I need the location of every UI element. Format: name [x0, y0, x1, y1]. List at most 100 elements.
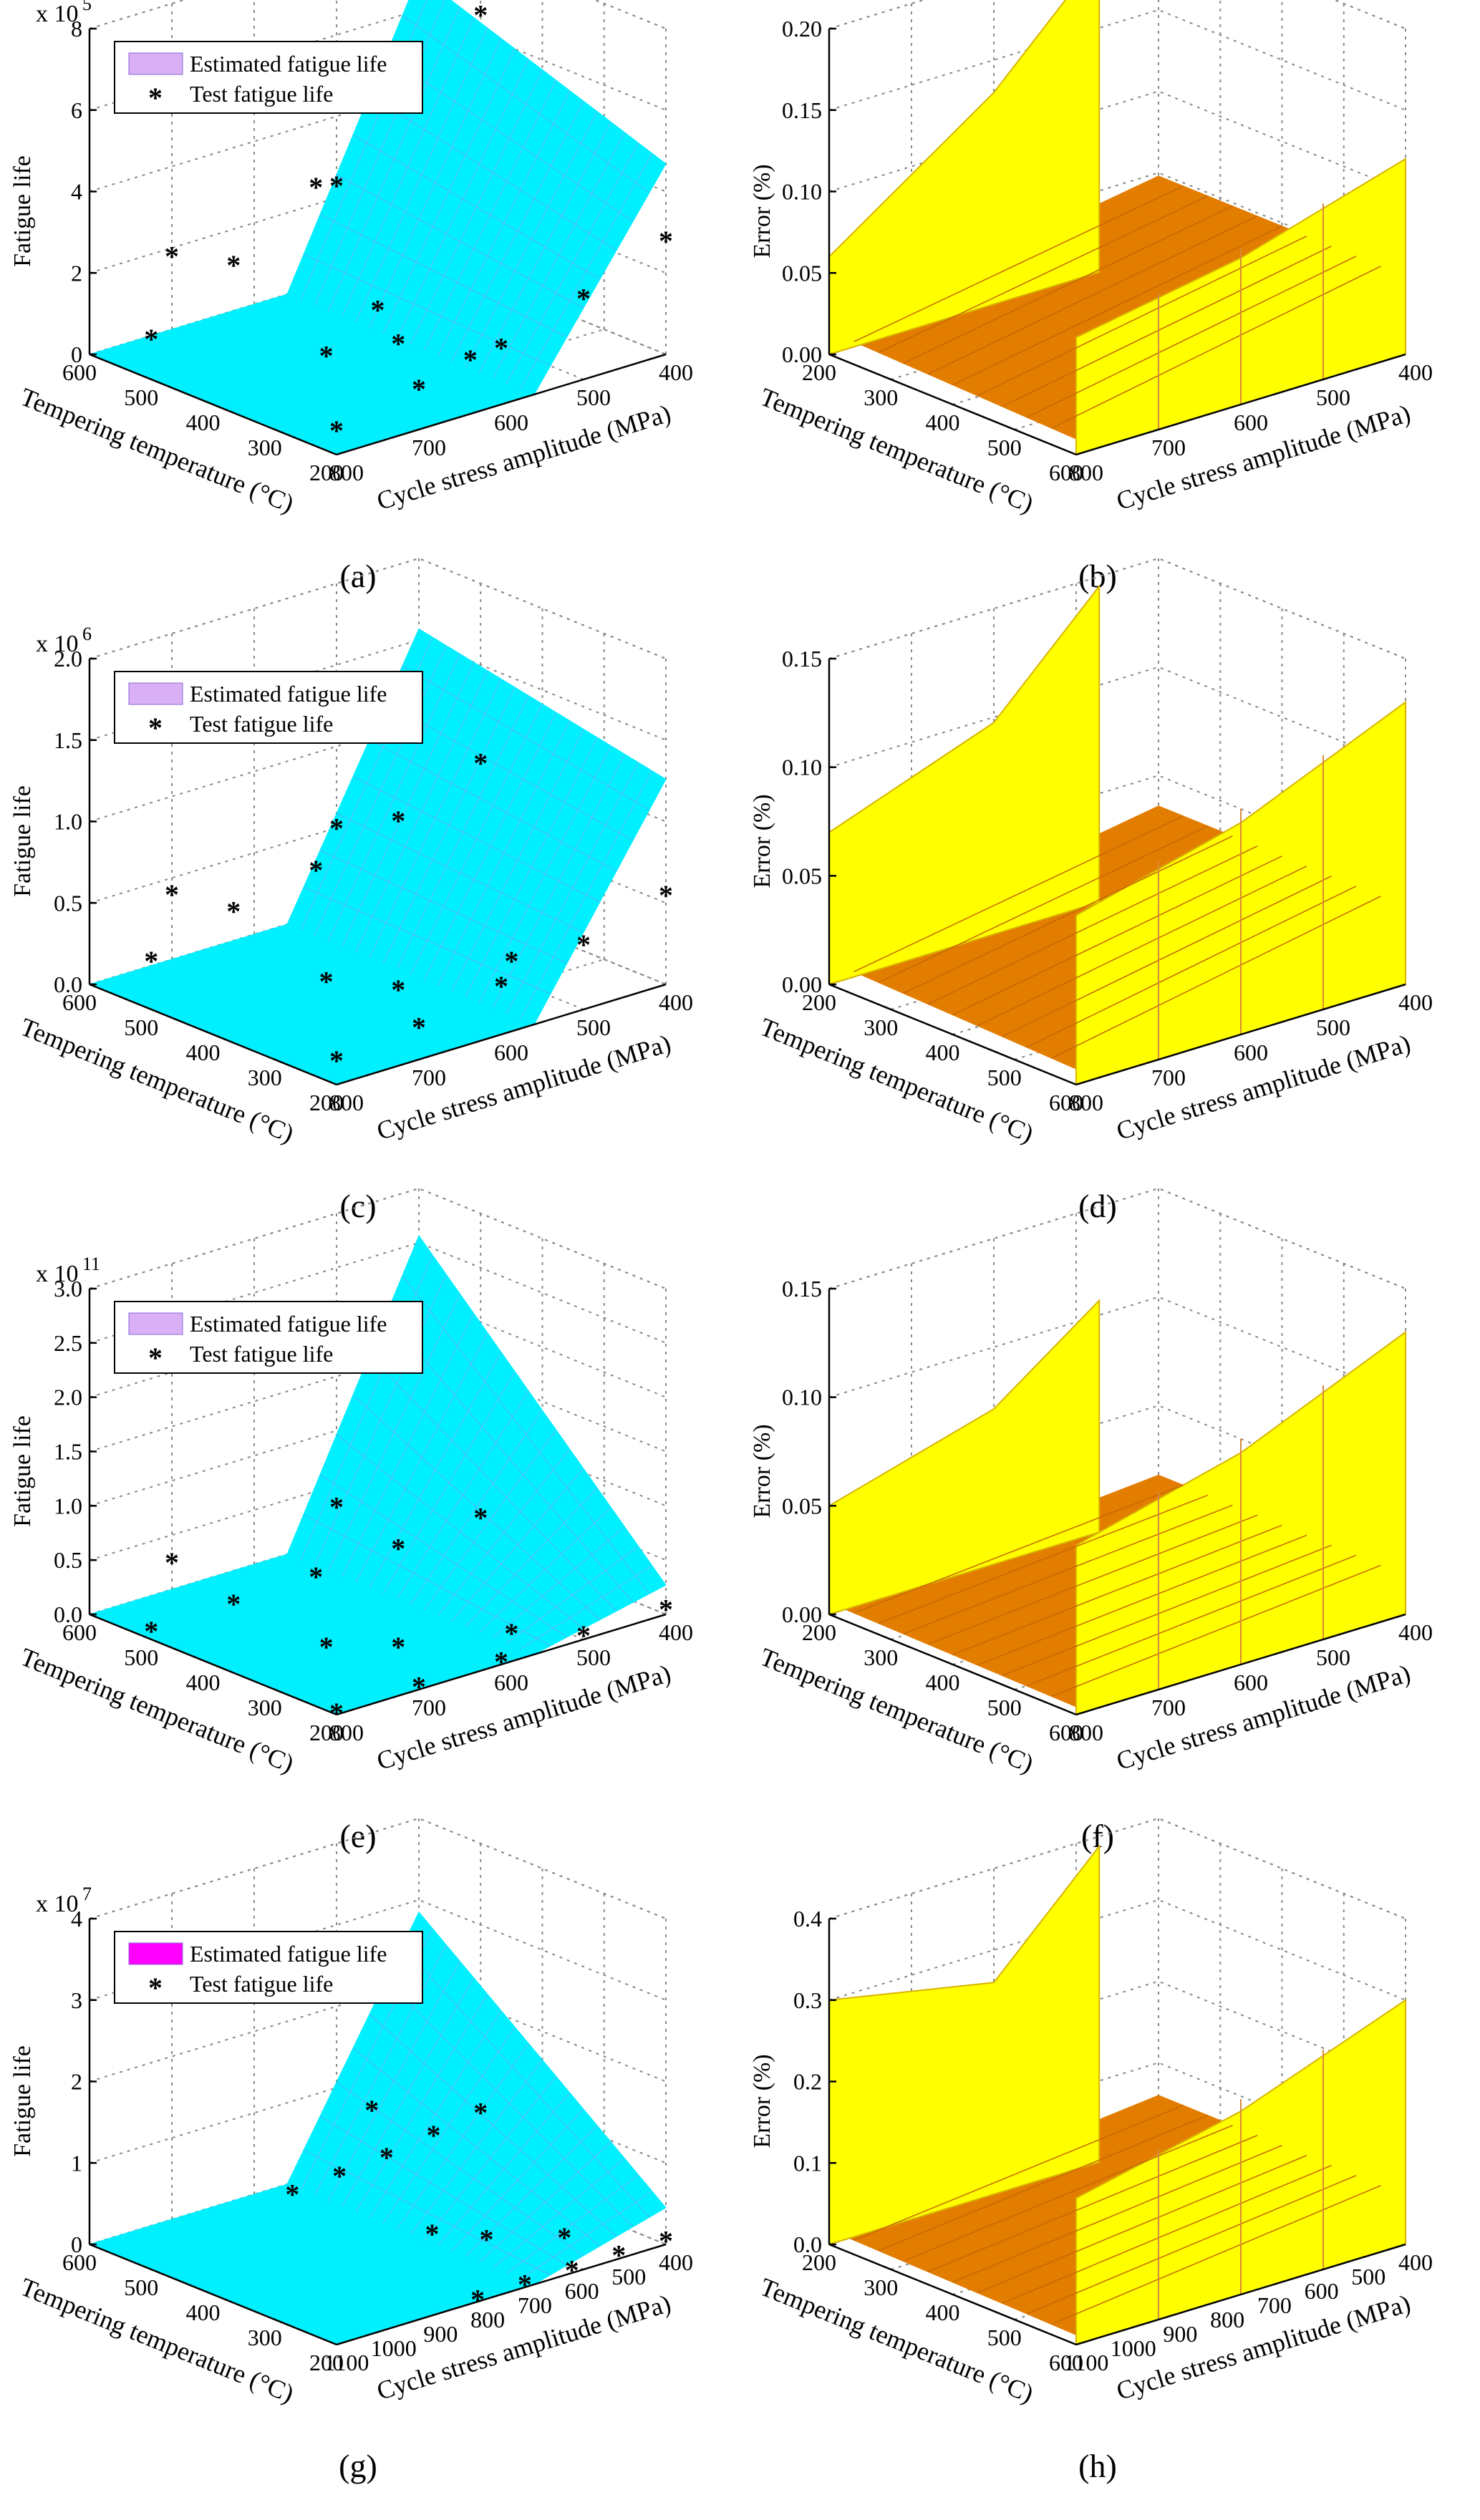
- test-point: *: [329, 1491, 344, 1523]
- test-point: *: [309, 854, 323, 886]
- frame-top: [90, 0, 666, 29]
- temp-tick-label: 400: [186, 1040, 221, 1065]
- temp-tick-label: 500: [124, 384, 158, 410]
- panel-f: 0.000.050.100.15200300400500600800700600…: [749, 1188, 1433, 1854]
- legend-label-estimated: Estimated fatigue life: [190, 51, 387, 77]
- stress-tick-label: 700: [412, 435, 446, 460]
- stress-tick-label: 600: [565, 2278, 599, 2304]
- temp-tick-label: 600: [62, 2249, 97, 2275]
- legend-marker-test: *: [148, 712, 163, 744]
- frame-top: [829, 558, 1406, 659]
- legend: Estimated fatigue life * Test fatigue life: [115, 672, 422, 744]
- temp-tick-label: 300: [248, 1065, 282, 1090]
- z-tick-label: 0.15: [782, 97, 822, 123]
- z-tick-label: 3.0: [54, 1276, 82, 1302]
- test-point: *: [319, 966, 334, 998]
- z-tick-label: 0.3: [793, 1987, 822, 2013]
- temp-tick-label: 400: [186, 2300, 221, 2325]
- stress-tick-label: 1000: [371, 2335, 417, 2361]
- gridline-z: [829, 1188, 1406, 1289]
- gridline-z: [90, 1188, 666, 1289]
- stress-tick-label: 400: [659, 2249, 693, 2275]
- z-tick-label: 0.5: [54, 890, 82, 916]
- test-point: *: [557, 2221, 571, 2254]
- z-axis-title: Fatigue life: [9, 155, 36, 267]
- frame-top: [829, 1818, 1406, 1919]
- stress-tick-label: 500: [576, 1014, 611, 1040]
- z-tick-label: 6: [71, 97, 82, 123]
- z-tick-label: 0.10: [782, 755, 822, 780]
- legend-swatch-estimated: [129, 683, 183, 704]
- temp-tick-label: 400: [926, 1670, 960, 1695]
- test-point: *: [309, 1561, 323, 1593]
- panel-caption: (h): [1078, 2448, 1117, 2484]
- test-point: *: [371, 294, 385, 326]
- legend-label-estimated: Estimated fatigue life: [190, 681, 387, 707]
- legend: Estimated fatigue life * Test fatigue life: [115, 42, 422, 114]
- z-tick-label: 0.05: [782, 260, 822, 286]
- frame-top: [90, 558, 666, 659]
- stress-tick-label: 500: [1316, 384, 1350, 410]
- legend-swatch-estimated: [129, 1313, 183, 1334]
- stress-tick-label: 600: [1234, 1040, 1268, 1065]
- z-tick-label: 0.15: [782, 646, 822, 672]
- stress-tick-label: 500: [576, 1644, 611, 1670]
- stress-tick-label: 400: [1398, 2249, 1433, 2275]
- gridline-z: [829, 1818, 1406, 1919]
- z-axis-title: Fatigue life: [9, 1415, 36, 1527]
- figure-canvas: ****************Estimated fatigue life*T…: [0, 0, 1480, 2520]
- exponent-power: 11: [82, 1254, 100, 1274]
- temp-tick-label: 200: [802, 1619, 836, 1645]
- test-point: *: [504, 1617, 518, 1649]
- test-point: *: [504, 945, 518, 977]
- legend-label-test: Test fatigue life: [190, 1971, 333, 1997]
- z-tick-label: 8: [71, 16, 82, 42]
- stress-tick-label: 800: [1069, 460, 1103, 485]
- gridline-z: [829, 558, 1406, 659]
- test-point: *: [379, 2141, 394, 2174]
- z-tick-label: 0.2: [793, 2069, 822, 2095]
- stress-tick-label: 400: [659, 989, 693, 1015]
- exponent-power: 5: [82, 0, 92, 14]
- frame-top: [90, 1818, 666, 1919]
- gridline-z: [829, 0, 1406, 29]
- stress-tick-label: 700: [518, 2292, 552, 2318]
- z-tick-label: 0.15: [782, 1276, 822, 1302]
- test-point: *: [165, 878, 179, 911]
- test-point: *: [364, 2094, 379, 2126]
- stress-tick-label: 700: [1151, 435, 1186, 460]
- temp-tick-label: 500: [124, 1644, 158, 1670]
- temp-tick-label: 600: [62, 1619, 97, 1645]
- test-point: *: [412, 373, 426, 405]
- temp-tick-label: 300: [864, 1644, 898, 1670]
- temp-tick-label: 300: [864, 384, 898, 410]
- stress-tick-label: 500: [1316, 1644, 1350, 1670]
- test-point: *: [473, 1502, 488, 1534]
- legend-label-estimated: Estimated fatigue life: [190, 1941, 387, 1967]
- test-point: *: [659, 225, 673, 257]
- z-axis-title: Error (%): [749, 1424, 775, 1518]
- legend-label-test: Test fatigue life: [190, 711, 333, 737]
- z-tick-label: 0.1: [793, 2150, 822, 2176]
- temp-tick-label: 500: [987, 2325, 1022, 2350]
- stress-tick-label: 600: [1234, 1670, 1268, 1695]
- frame-top: [829, 1188, 1406, 1289]
- test-point: *: [144, 323, 158, 355]
- test-point: *: [319, 1631, 334, 1663]
- test-point: *: [329, 812, 344, 844]
- stress-tick-label: 1100: [1064, 2350, 1109, 2375]
- test-point: *: [425, 2218, 439, 2250]
- z-tick-label: 1.0: [54, 809, 82, 835]
- stress-tick-label: 400: [1398, 1619, 1433, 1645]
- legend: Estimated fatigue life * Test fatigue life: [115, 1302, 422, 1374]
- z-axis-title: Fatigue life: [9, 2045, 36, 2157]
- temp-tick-label: 500: [987, 1695, 1022, 1720]
- stress-tick-label: 400: [1398, 989, 1433, 1015]
- stress-tick-label: 600: [494, 410, 528, 435]
- test-point: *: [226, 1588, 241, 1620]
- stress-tick-label: 500: [576, 384, 611, 410]
- temp-tick-label: 400: [926, 1040, 960, 1065]
- test-point: *: [473, 747, 488, 779]
- test-point: *: [319, 339, 334, 372]
- z-tick-label: 2: [71, 2069, 82, 2095]
